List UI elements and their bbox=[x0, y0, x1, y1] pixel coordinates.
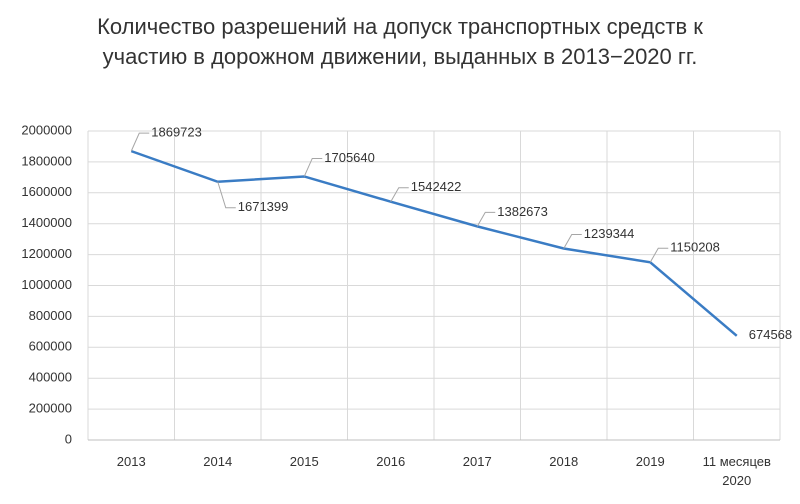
leader-line bbox=[217, 181, 236, 209]
x-tick-label: 11 месяцев 2020 bbox=[702, 454, 771, 488]
x-tick-label: 2016 bbox=[376, 454, 406, 469]
x-tick-label: 2013 bbox=[116, 454, 146, 469]
y-tick-label: 1000000 bbox=[21, 277, 72, 292]
leader-line bbox=[476, 211, 496, 227]
x-tick-label: 2017 bbox=[462, 454, 492, 469]
x-tick-label: 2019 bbox=[635, 454, 665, 469]
x-tick-label: 2015 bbox=[289, 454, 319, 469]
y-tick-label: 1600000 bbox=[21, 184, 72, 199]
y-tick-label: 1400000 bbox=[21, 215, 72, 230]
data-label: 1150208 bbox=[670, 240, 720, 255]
leader-line bbox=[563, 234, 582, 249]
y-tick-label: 600000 bbox=[29, 339, 72, 354]
data-label: 1671399 bbox=[238, 199, 289, 214]
y-tick-label: 400000 bbox=[29, 370, 72, 385]
data-label: 1239344 bbox=[584, 226, 635, 241]
leader-line bbox=[390, 187, 409, 202]
line bbox=[130, 149, 738, 337]
data-label: 1869723 bbox=[151, 125, 202, 140]
leader-line bbox=[649, 247, 669, 263]
chart-title: Количество разрешений на допуск транспор… bbox=[97, 14, 703, 69]
y-tick-label: 200000 bbox=[29, 401, 72, 416]
data-label: 1705640 bbox=[324, 150, 375, 165]
data-label: 1542422 bbox=[411, 179, 462, 194]
y-tick-label: 1200000 bbox=[21, 246, 72, 261]
y-tick-label: 1800000 bbox=[21, 153, 72, 168]
data-label: 1382673 bbox=[497, 204, 548, 219]
x-tick-label: 2014 bbox=[203, 454, 233, 469]
leader-line bbox=[303, 157, 323, 177]
y-tick-label: 800000 bbox=[29, 308, 72, 323]
data-label: 674568 bbox=[749, 327, 792, 342]
leader-line bbox=[130, 132, 150, 152]
x-tick-label: 2018 bbox=[549, 454, 579, 469]
y-tick-label: 2000000 bbox=[21, 122, 72, 137]
y-tick-label: 0 bbox=[65, 431, 72, 446]
